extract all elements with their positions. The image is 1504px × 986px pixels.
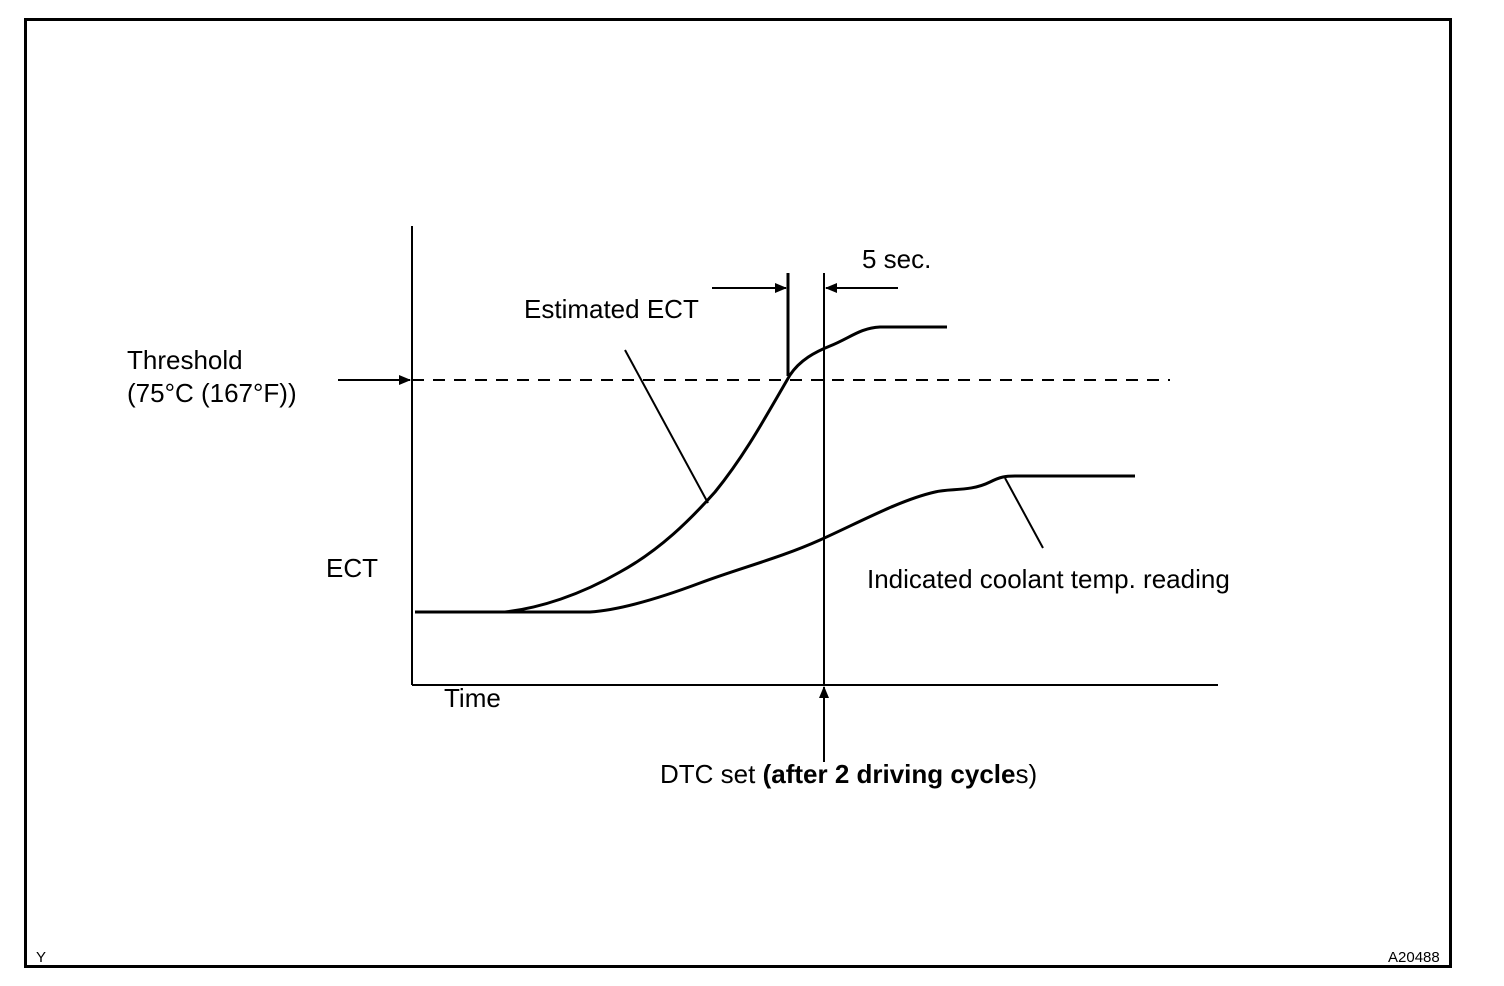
dtc-set-bold: (after 2 driving cycle [763, 759, 1016, 789]
indicated-coolant-curve [415, 474, 1135, 614]
y-axis-label: ECT [326, 553, 378, 583]
indicated-coolant-leader [1004, 477, 1044, 549]
indicated-coolant-label: Indicated coolant temp. reading [867, 564, 1230, 594]
dtc-set-prefix: DTC set [660, 759, 763, 789]
estimated-ect-curve [415, 325, 947, 614]
estimated-ect-leader [624, 349, 709, 504]
threshold-title: Threshold [127, 345, 243, 375]
estimated-ect-label: Estimated ECT [524, 294, 699, 324]
delay-label: 5 sec. [862, 244, 931, 274]
x-axis-label: Time [444, 683, 501, 713]
threshold-value: (75°C (167°F)) [127, 378, 297, 408]
diagram-frame [24, 18, 1452, 968]
dtc-set-suffix: s) [1015, 759, 1037, 789]
corner-code-left: Y [36, 949, 46, 966]
dtc-set-label: DTC set (after 2 driving cycles) [660, 759, 1037, 789]
figure-id: A20488 [1388, 949, 1440, 966]
